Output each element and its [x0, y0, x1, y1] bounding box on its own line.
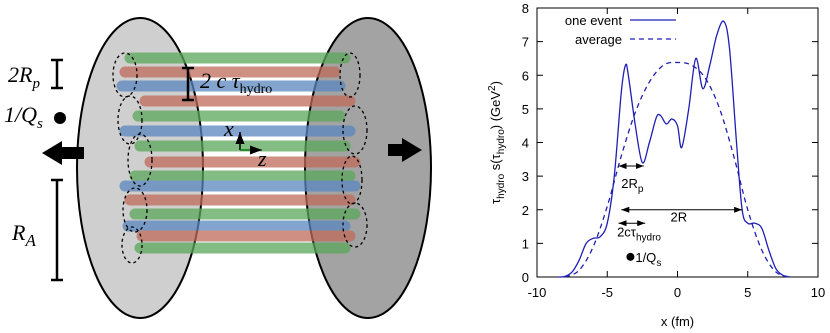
axes-arrows: [235, 132, 262, 155]
annotation-text: 2cτ: [617, 225, 637, 240]
y-axis-label-part: ) (GeV: [488, 91, 503, 130]
label-tau: 2 c τhydro: [200, 68, 272, 97]
series-line: [564, 61, 791, 278]
scale-bars: [51, 58, 194, 282]
y-tick-label: 6: [522, 68, 529, 83]
annotation-sub: hydro: [636, 233, 661, 244]
y-axis-label-part: hydro: [496, 129, 507, 154]
label-ra: RA: [11, 220, 36, 250]
legend-label: one event: [565, 13, 622, 28]
label-x: x: [223, 116, 234, 141]
annotation-dot: [626, 252, 635, 261]
y-axis-label-part: s(τ: [488, 153, 503, 173]
annotation-sub: p: [638, 184, 644, 195]
plot-frame: [536, 7, 819, 278]
y-axis-label-part: ): [488, 81, 503, 85]
x-axis-label: x (fm): [661, 314, 694, 329]
y-axis-label-part: hydro: [496, 173, 507, 198]
saturation-dot: [54, 112, 66, 124]
annotation-sub: s: [656, 258, 661, 269]
y-tick-label: 2: [522, 203, 529, 218]
annotation: 2Rp: [621, 176, 644, 195]
x-tick-label: 0: [674, 285, 681, 300]
y-tick-label: 4: [522, 136, 529, 151]
y-axis-label: τhydro s(τhydro) (GeV2): [487, 81, 507, 204]
label-rp: 2Rp: [8, 62, 40, 92]
annotation: 1/Qs: [635, 250, 661, 269]
arrow-left: [42, 141, 84, 165]
annotation: 2cτhydro: [617, 225, 661, 244]
annotation-text: 2R: [621, 176, 638, 191]
y-tick-label: 7: [522, 35, 529, 50]
hot-spots: [112, 52, 368, 264]
legend-label: average: [575, 32, 622, 47]
diagram: 2Rp 1/Qs RA 2 c τhydro x z: [4, 17, 432, 319]
series-line: [558, 20, 791, 278]
x-tick-label: 5: [744, 285, 751, 300]
x-tick-label: -10: [528, 285, 547, 300]
label-z: z: [257, 146, 267, 171]
label-qs: 1/Qs: [4, 102, 43, 132]
y-tick-label: 3: [522, 169, 529, 184]
x-tick-label: 10: [811, 285, 825, 300]
y-tick-label: 8: [522, 1, 529, 16]
y-axis-label-part: τ: [488, 198, 503, 204]
y-axis-label-part: 2: [487, 85, 498, 91]
annotation: 2R: [670, 210, 687, 225]
x-tick-label: -5: [601, 285, 613, 300]
y-tick-label: 5: [522, 102, 529, 117]
flux-tubes: [116, 52, 361, 254]
arrow-right: [388, 138, 422, 162]
annotation-text: 2R: [670, 210, 687, 225]
y-tick-label: 1: [522, 236, 529, 251]
y-tick-label: 0: [522, 270, 529, 285]
annotation-text: 1/Q: [635, 250, 656, 265]
